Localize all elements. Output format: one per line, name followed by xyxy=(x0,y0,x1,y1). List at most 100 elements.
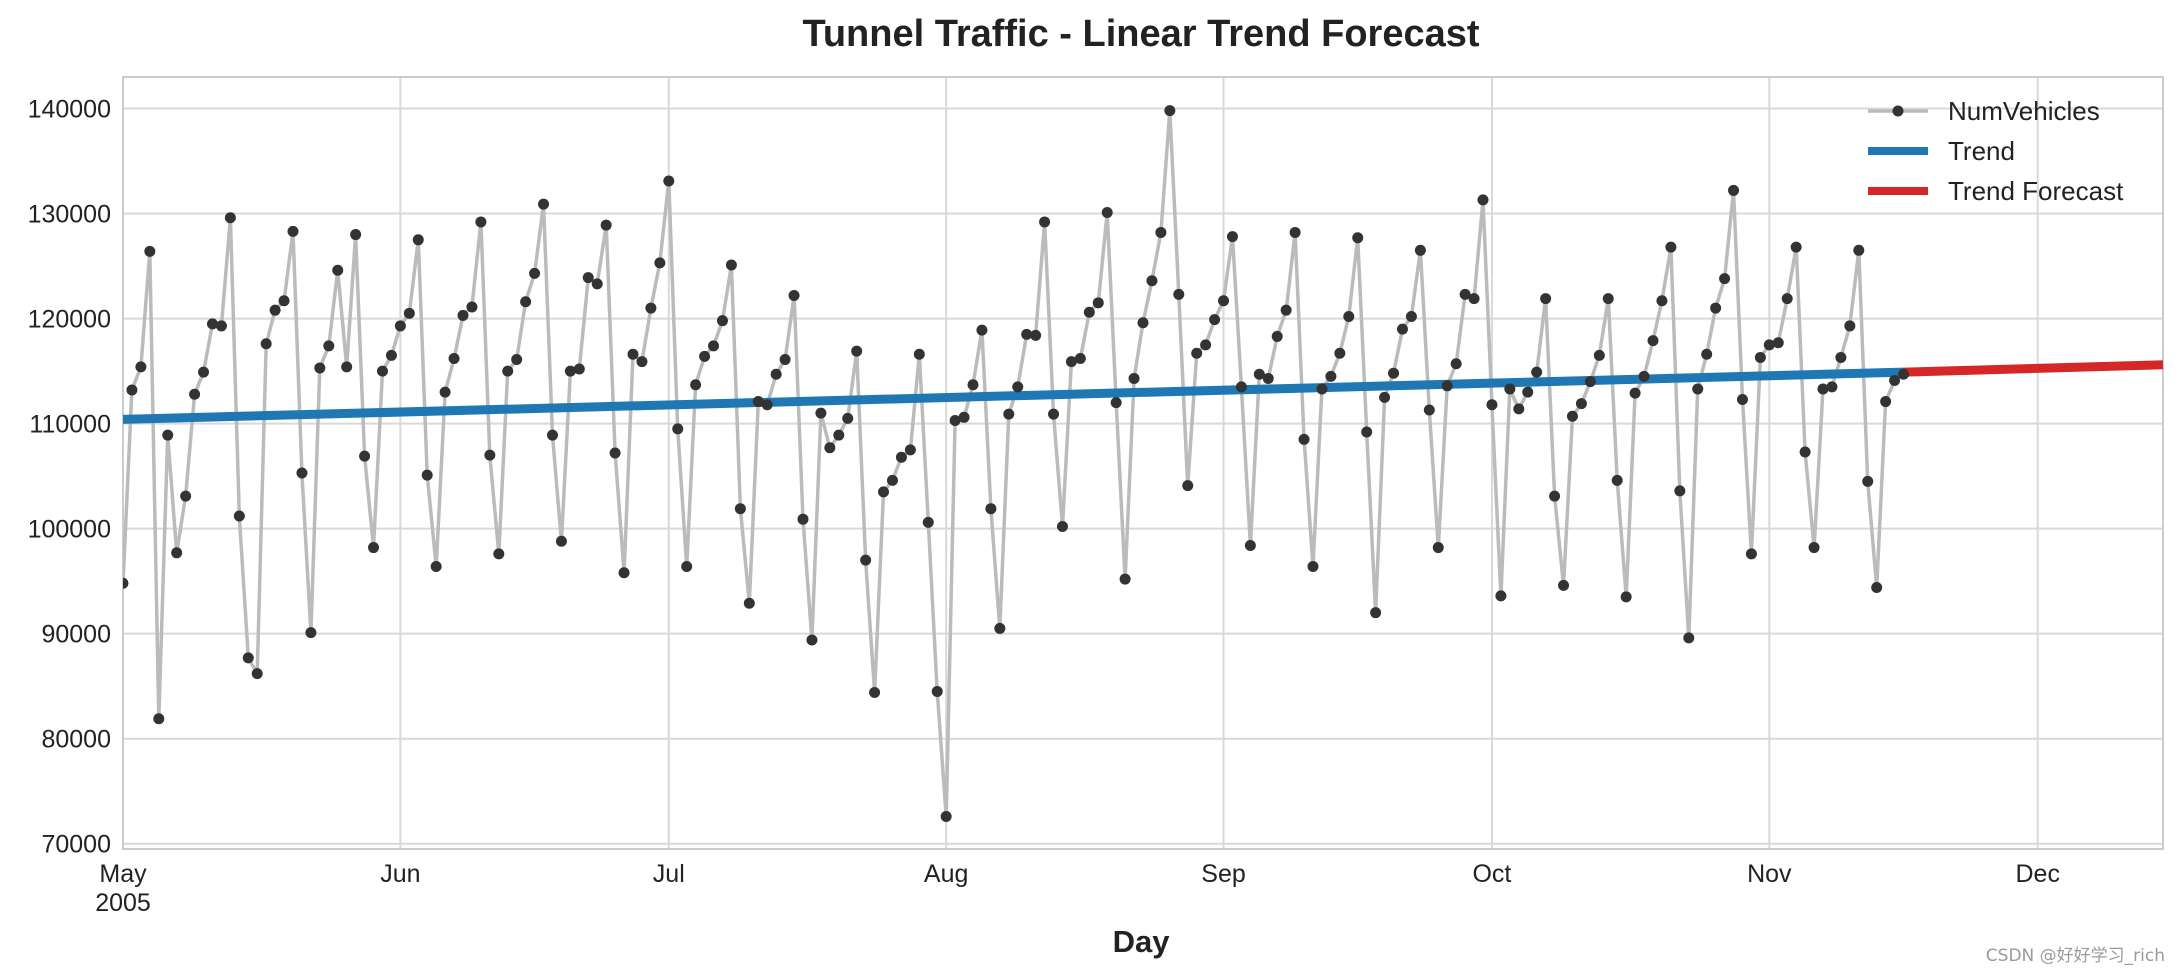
data-point xyxy=(967,379,979,391)
data-point xyxy=(1200,339,1212,351)
data-point xyxy=(931,685,943,697)
trend-line xyxy=(123,367,1904,424)
data-point xyxy=(976,324,988,336)
data-point xyxy=(752,396,764,408)
x-tick-label: Nov xyxy=(1747,860,1792,888)
data-point xyxy=(1674,485,1686,497)
data-point xyxy=(886,474,898,486)
data-point xyxy=(350,229,362,241)
data-point xyxy=(1647,335,1659,347)
data-point xyxy=(1728,184,1740,196)
data-point xyxy=(144,245,156,257)
data-point xyxy=(1513,403,1525,415)
data-point xyxy=(555,535,567,547)
data-point xyxy=(1191,347,1203,359)
data-point xyxy=(251,668,263,680)
data-point xyxy=(287,225,299,237)
data-point xyxy=(206,318,218,330)
data-point xyxy=(403,307,415,319)
data-point xyxy=(1039,216,1051,228)
data-point xyxy=(1620,591,1632,603)
data-point xyxy=(1092,297,1104,309)
y-tick-label: 90000 xyxy=(41,621,111,649)
x-axis-label: Day xyxy=(1113,924,1171,959)
data-point xyxy=(725,259,737,271)
data-point xyxy=(1405,310,1417,322)
data-point xyxy=(1558,579,1570,591)
data-point xyxy=(1772,337,1784,349)
x-tick-label: Dec xyxy=(2016,860,2060,888)
legend: NumVehicles Trend Trend Forecast xyxy=(1868,96,2124,206)
data-point xyxy=(1003,408,1015,420)
data-point xyxy=(1146,275,1158,287)
data-point xyxy=(1540,293,1552,305)
data-point xyxy=(1701,348,1713,360)
data-point xyxy=(1021,328,1033,340)
data-point xyxy=(1074,352,1086,364)
data-point xyxy=(1522,386,1534,398)
data-point xyxy=(1549,490,1561,502)
data-point xyxy=(878,486,890,498)
data-point xyxy=(296,467,308,479)
data-point xyxy=(815,407,827,419)
data-point xyxy=(1218,295,1230,307)
data-point xyxy=(520,296,532,308)
data-point xyxy=(439,386,451,398)
x-tick-label: Oct xyxy=(1472,860,1511,888)
data-point xyxy=(1486,399,1498,411)
data-point xyxy=(1754,351,1766,363)
data-point xyxy=(851,345,863,357)
data-point xyxy=(869,686,881,698)
data-point xyxy=(135,361,147,373)
data-point xyxy=(1692,383,1704,395)
data-point xyxy=(1593,349,1605,361)
data-point xyxy=(922,516,934,528)
x-tick-label: Jun xyxy=(380,860,420,888)
data-point xyxy=(529,267,541,279)
data-point xyxy=(1781,293,1793,305)
y-tick-label: 70000 xyxy=(41,831,111,859)
data-point xyxy=(797,513,809,525)
data-point xyxy=(1361,426,1373,438)
trend-forecast-line xyxy=(1903,360,2163,377)
data-point xyxy=(198,366,210,378)
data-point xyxy=(448,352,460,364)
data-point xyxy=(1575,398,1587,410)
data-point xyxy=(332,264,344,276)
data-point xyxy=(1719,273,1731,285)
data-point xyxy=(1030,329,1042,341)
data-point xyxy=(716,315,728,327)
data-point xyxy=(1495,590,1507,602)
data-point xyxy=(1432,542,1444,554)
data-point xyxy=(162,429,174,441)
data-point xyxy=(1164,105,1176,117)
plot-area xyxy=(123,105,2163,822)
data-point xyxy=(1423,404,1435,416)
data-point xyxy=(824,442,836,454)
data-point xyxy=(1137,317,1149,329)
data-point xyxy=(582,272,594,284)
data-point xyxy=(1629,387,1641,399)
data-point xyxy=(1343,310,1355,322)
data-point xyxy=(788,289,800,301)
data-point xyxy=(1370,607,1382,619)
data-point xyxy=(1504,383,1516,395)
data-point xyxy=(1280,304,1292,316)
data-point xyxy=(1835,351,1847,363)
data-point xyxy=(690,379,702,391)
data-point xyxy=(260,338,272,350)
data-point xyxy=(842,412,854,424)
y-tick-label: 140000 xyxy=(28,96,111,124)
numvehicles-line xyxy=(123,108,1905,819)
chart-title: Tunnel Traffic - Linear Trend Forecast xyxy=(802,13,1479,55)
data-point xyxy=(1889,375,1901,387)
data-point xyxy=(1826,381,1838,393)
data-point xyxy=(269,304,281,316)
legend-label: Trend xyxy=(1948,136,2015,166)
x-tick-label: Sep xyxy=(1201,860,1245,888)
data-point xyxy=(681,560,693,572)
legend-marker-numvehicles xyxy=(1892,105,1904,117)
data-point xyxy=(654,257,666,269)
data-point xyxy=(385,349,397,361)
